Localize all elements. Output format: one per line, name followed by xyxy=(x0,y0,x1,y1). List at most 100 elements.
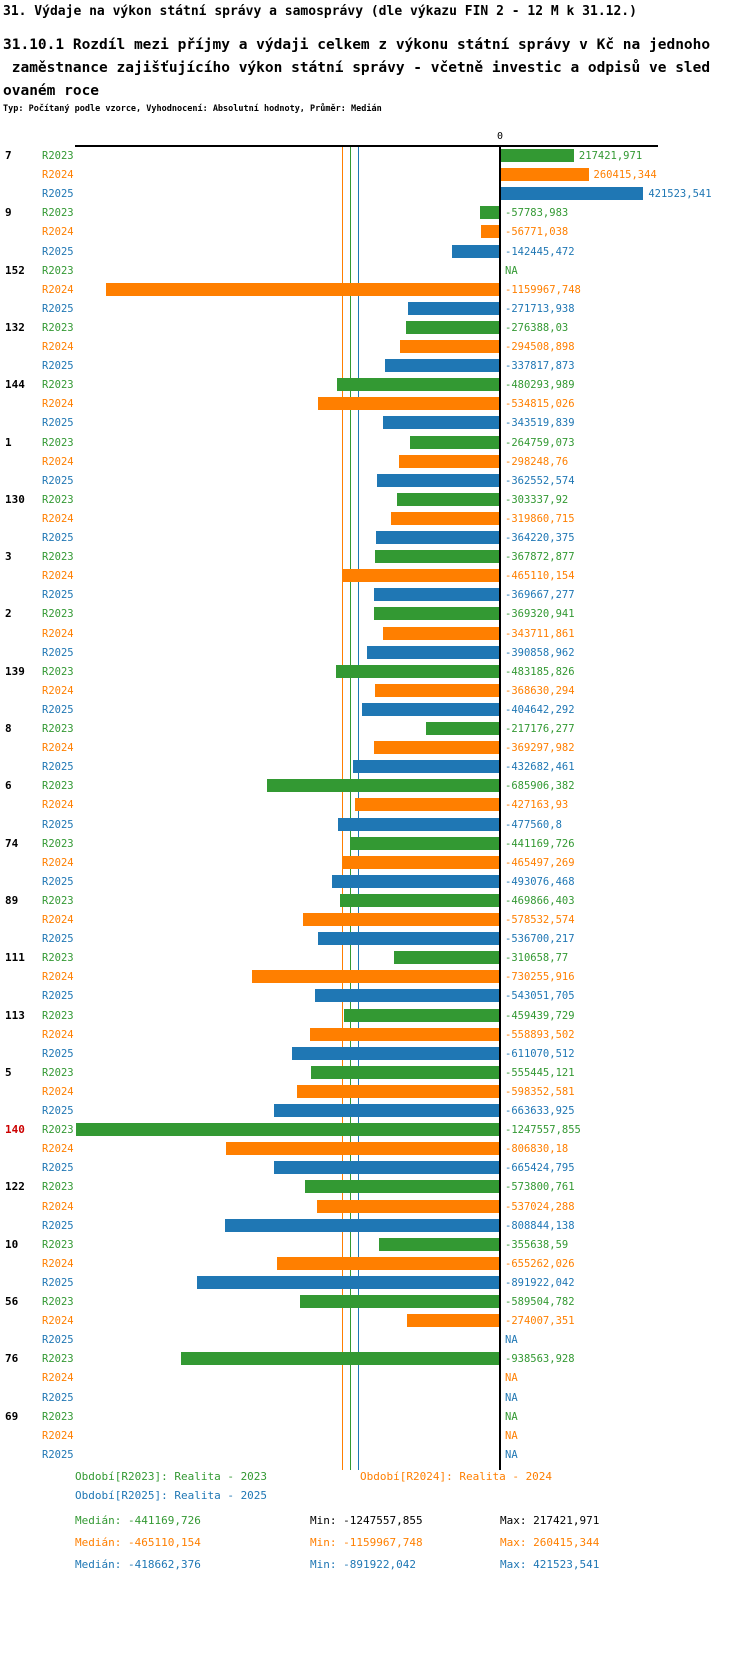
year-label: R2025 xyxy=(42,1105,74,1117)
year-label: R2024 xyxy=(42,169,74,182)
bar-r2023 xyxy=(426,722,500,735)
bar-r2024 xyxy=(303,913,500,926)
value-label: 217421,971 xyxy=(578,150,643,162)
bar-r2024 xyxy=(383,626,500,640)
value-label: -310658,77 xyxy=(505,952,569,965)
value-label: -493076,468 xyxy=(505,875,575,888)
bar-r2025 xyxy=(332,874,500,888)
chart-meta-line: Typ: Počítaný podle vzorce, Vyhodnocení:… xyxy=(3,104,382,114)
entity-label: 8 xyxy=(5,722,12,735)
year-label: R2025 xyxy=(42,589,74,602)
value-label: -142445,472 xyxy=(505,245,575,258)
bar-r2023 xyxy=(75,1123,500,1137)
year-label: R2023 xyxy=(42,264,74,277)
entity-label: 111 xyxy=(5,951,25,965)
value-label: -665424,795 xyxy=(505,1162,575,1175)
value-label: -469866,403 xyxy=(505,894,575,907)
year-label: R2025 xyxy=(42,646,74,659)
year-label: R2024 xyxy=(42,1429,74,1442)
chart-footer: Období[R2023]: Realita - 2023 Období[R20… xyxy=(0,1470,750,1600)
value-label: -598352,581 xyxy=(505,1085,575,1098)
bar-r2025 xyxy=(315,989,500,1003)
bar-r2025 xyxy=(292,1046,500,1060)
bar-r2023 xyxy=(299,1295,500,1308)
bar-r2024 xyxy=(341,569,500,583)
bar-r2025 xyxy=(352,760,500,774)
year-label: R2025 xyxy=(42,1276,74,1289)
value-label: -655262,026 xyxy=(505,1257,575,1270)
year-label: R2023 xyxy=(42,1238,74,1251)
value-label: -806830,18 xyxy=(505,1143,569,1156)
year-label: R2023 xyxy=(42,837,74,850)
year-label: R2023 xyxy=(42,952,74,965)
year-label: R2025 xyxy=(42,245,74,258)
bar-r2025 xyxy=(224,1218,500,1232)
year-label: R2024 xyxy=(42,1257,74,1270)
value-label: -477560,8 xyxy=(505,818,562,831)
value-label: -427163,93 xyxy=(505,799,569,812)
value-label: -368630,294 xyxy=(505,684,575,697)
entity-label: 140 xyxy=(5,1123,25,1137)
year-label: R2024 xyxy=(42,971,74,984)
year-label: R2023 xyxy=(42,894,74,907)
legend-item-r2025: Období[R2025]: Realita - 2025 xyxy=(75,1489,268,1502)
value-label: -390858,962 xyxy=(505,646,575,659)
year-label: R2023 xyxy=(42,780,74,793)
stat-min-r2024: Min: -1159967,748 xyxy=(310,1536,423,1549)
bar-r2024 xyxy=(251,970,500,984)
stat-min-r2025: Min: -891922,042 xyxy=(310,1558,416,1571)
bar-r2024 xyxy=(391,511,500,525)
year-label: R2023 xyxy=(42,379,74,392)
value-label: NA xyxy=(505,1410,518,1423)
entity-label: 69 xyxy=(5,1409,19,1423)
value-label: -369297,982 xyxy=(505,742,575,755)
entity-label: 1 xyxy=(5,435,12,449)
stat-median-r2023: Medián: -441169,726 xyxy=(75,1514,201,1527)
value-label: -294508,898 xyxy=(505,341,575,353)
bar-r2025 xyxy=(407,301,500,315)
entity-label: 130 xyxy=(5,492,25,506)
year-label: R2023 xyxy=(42,1124,74,1137)
entity-label: 6 xyxy=(5,779,12,793)
value-label: -938563,928 xyxy=(505,1353,575,1366)
value-label: -276388,03 xyxy=(505,321,569,334)
year-label: R2024 xyxy=(42,799,74,812)
bar-chart: 0 7 R2023 217421,971 R2024 260415,344 R2025 421… xyxy=(0,131,750,1470)
year-label: R2025 xyxy=(42,1219,74,1232)
value-label: -369667,277 xyxy=(505,589,575,602)
bar-r2023 xyxy=(394,951,500,965)
year-label: R2023 xyxy=(42,723,74,735)
page-title: 31. Výdaje na výkon státní správy a samo… xyxy=(3,4,637,19)
value-label: -367872,877 xyxy=(505,551,575,564)
bar-r2024 xyxy=(341,855,500,869)
bar-r2025 xyxy=(374,588,500,602)
year-label: R2024 xyxy=(42,684,74,697)
entity-label: 122 xyxy=(5,1180,25,1194)
bar-r2023 xyxy=(374,550,500,564)
bar-r2023 xyxy=(409,435,500,449)
value-label: -573800,761 xyxy=(505,1181,575,1194)
entity-label: 132 xyxy=(5,320,25,334)
value-label: -298248,76 xyxy=(505,455,569,468)
year-label: R2024 xyxy=(42,1143,74,1156)
year-label: R2023 xyxy=(42,207,74,220)
year-label: R2024 xyxy=(42,856,74,869)
year-label: R2025 xyxy=(42,1047,74,1060)
axis-zero-tick-label: 0 xyxy=(496,131,504,142)
year-label: R2025 xyxy=(42,761,74,774)
value-label: -730255,916 xyxy=(505,971,575,984)
year-label: R2025 xyxy=(42,990,74,1003)
value-label: -483185,826 xyxy=(505,665,575,678)
value-label: -57783,983 xyxy=(505,207,569,220)
bar-r2024 xyxy=(354,798,500,812)
stat-max-r2025: Max: 421523,541 xyxy=(500,1558,600,1571)
year-label: R2023 xyxy=(42,1181,74,1194)
bar-r2024 xyxy=(398,454,500,468)
year-label: R2024 xyxy=(42,455,74,468)
bar-r2024 xyxy=(296,1084,500,1098)
stat-median-r2024: Medián: -465110,154 xyxy=(75,1536,201,1549)
year-label: R2025 xyxy=(42,1334,74,1347)
bar-r2024 xyxy=(225,1142,500,1156)
value-label: -891922,042 xyxy=(505,1276,575,1289)
value-label: -465497,269 xyxy=(505,856,575,869)
